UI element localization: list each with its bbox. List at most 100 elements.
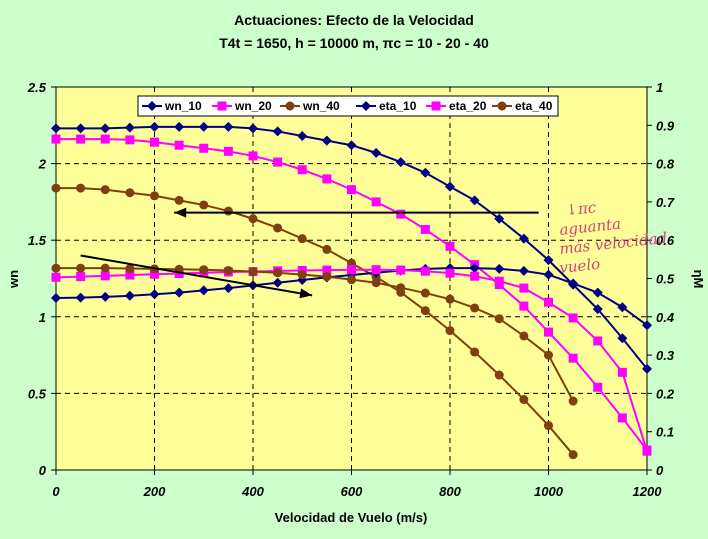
- data-point: [297, 165, 307, 175]
- legend-marker: [361, 101, 371, 111]
- data-point: [642, 320, 652, 331]
- data-point: [199, 143, 209, 153]
- legend-marker: [431, 101, 441, 111]
- legend: wn_10 wn_20 wn_40 eta_10 eta_20 eta_40: [137, 95, 559, 117]
- series-line: [56, 267, 575, 402]
- data-point: [51, 272, 61, 282]
- data-point: [124, 290, 135, 301]
- y2-tick-label: 0.7: [656, 195, 675, 210]
- data-point: [519, 395, 529, 405]
- data-point: [396, 265, 406, 275]
- data-point: [248, 151, 258, 161]
- data-point: [198, 121, 209, 132]
- data-point: [273, 223, 283, 233]
- data-point: [321, 135, 332, 146]
- y-tick-label: 1.5: [28, 233, 47, 248]
- data-point: [150, 137, 159, 147]
- data-point: [199, 200, 209, 210]
- data-point: [617, 367, 627, 377]
- series-layer: [51, 121, 652, 460]
- series-wn_10: [51, 121, 652, 374]
- x-tick-label: 800: [439, 484, 461, 499]
- legend-marker: [285, 101, 295, 111]
- x-tick-label: 1000: [534, 484, 564, 499]
- y2-tick-label: 0.6: [656, 233, 675, 248]
- data-point: [76, 272, 86, 282]
- data-point: [76, 183, 86, 193]
- y2-tick-label: 0.4: [656, 310, 675, 325]
- data-point: [272, 126, 283, 137]
- data-point: [51, 134, 61, 144]
- data-point: [518, 233, 529, 244]
- y-tick-label: 2.5: [27, 80, 47, 95]
- y2-tick-label: 0.2: [656, 386, 675, 401]
- data-point: [199, 265, 209, 275]
- data-point: [297, 131, 308, 142]
- data-point: [568, 313, 578, 323]
- data-point: [174, 140, 184, 150]
- handwritten-note-line: vuelo: [559, 255, 602, 277]
- chart-subtitle: T4t = 1650, h = 10000 m, πc = 10 - 20 - …: [219, 35, 489, 51]
- data-point: [124, 122, 135, 133]
- data-point: [494, 263, 505, 274]
- legend-label: wn_20: [234, 99, 272, 113]
- data-point: [371, 197, 381, 207]
- data-point: [223, 265, 233, 275]
- data-point: [100, 291, 111, 302]
- data-point: [51, 183, 61, 193]
- y-axis-label: wn: [6, 270, 21, 289]
- data-point: [125, 188, 135, 198]
- legend-label: wn_40: [302, 99, 340, 113]
- chart-title: Actuaciones: Efecto de la Velocidad: [234, 12, 474, 28]
- data-point: [592, 304, 603, 315]
- data-point: [445, 326, 455, 336]
- data-point: [76, 263, 86, 273]
- data-point: [494, 213, 505, 224]
- data-point: [297, 234, 307, 244]
- data-point: [174, 195, 184, 205]
- data-point: [568, 450, 578, 460]
- data-point: [519, 301, 529, 311]
- data-point: [322, 174, 332, 184]
- data-point: [592, 287, 603, 298]
- data-point: [544, 421, 553, 431]
- data-point: [494, 314, 504, 324]
- x-tick-label: 200: [143, 484, 166, 499]
- data-point: [593, 382, 603, 392]
- data-point: [494, 370, 504, 380]
- series-line: [56, 187, 574, 456]
- y2-tick-label: 0.8: [656, 157, 675, 172]
- data-point: [125, 270, 135, 280]
- data-point: [347, 265, 356, 275]
- data-point: [100, 134, 110, 144]
- data-point: [322, 265, 332, 275]
- x-tick-label: 0: [52, 484, 60, 499]
- data-point: [470, 347, 480, 357]
- data-point: [543, 269, 554, 280]
- data-point: [100, 185, 110, 195]
- data-point: [420, 224, 430, 234]
- data-point: [273, 157, 283, 167]
- data-point: [273, 268, 283, 278]
- legend-label: wn_10: [164, 99, 202, 113]
- data-point: [272, 277, 283, 288]
- data-point: [100, 123, 111, 134]
- data-point: [593, 336, 603, 346]
- data-point: [371, 278, 381, 288]
- series-wn_20: [51, 134, 652, 455]
- data-point: [150, 269, 159, 279]
- x-axis-label: Velocidad de Vuelo (m/s): [275, 510, 428, 525]
- data-point: [445, 268, 455, 278]
- data-point: [223, 206, 233, 216]
- data-point: [518, 265, 529, 276]
- annotation-arrow-line: [80, 254, 313, 297]
- data-point: [149, 289, 160, 300]
- data-point: [75, 123, 86, 134]
- legend-label: eta_40: [515, 99, 553, 113]
- data-point: [617, 413, 627, 423]
- data-point: [198, 285, 209, 296]
- data-point: [51, 263, 61, 273]
- data-point: [322, 244, 332, 254]
